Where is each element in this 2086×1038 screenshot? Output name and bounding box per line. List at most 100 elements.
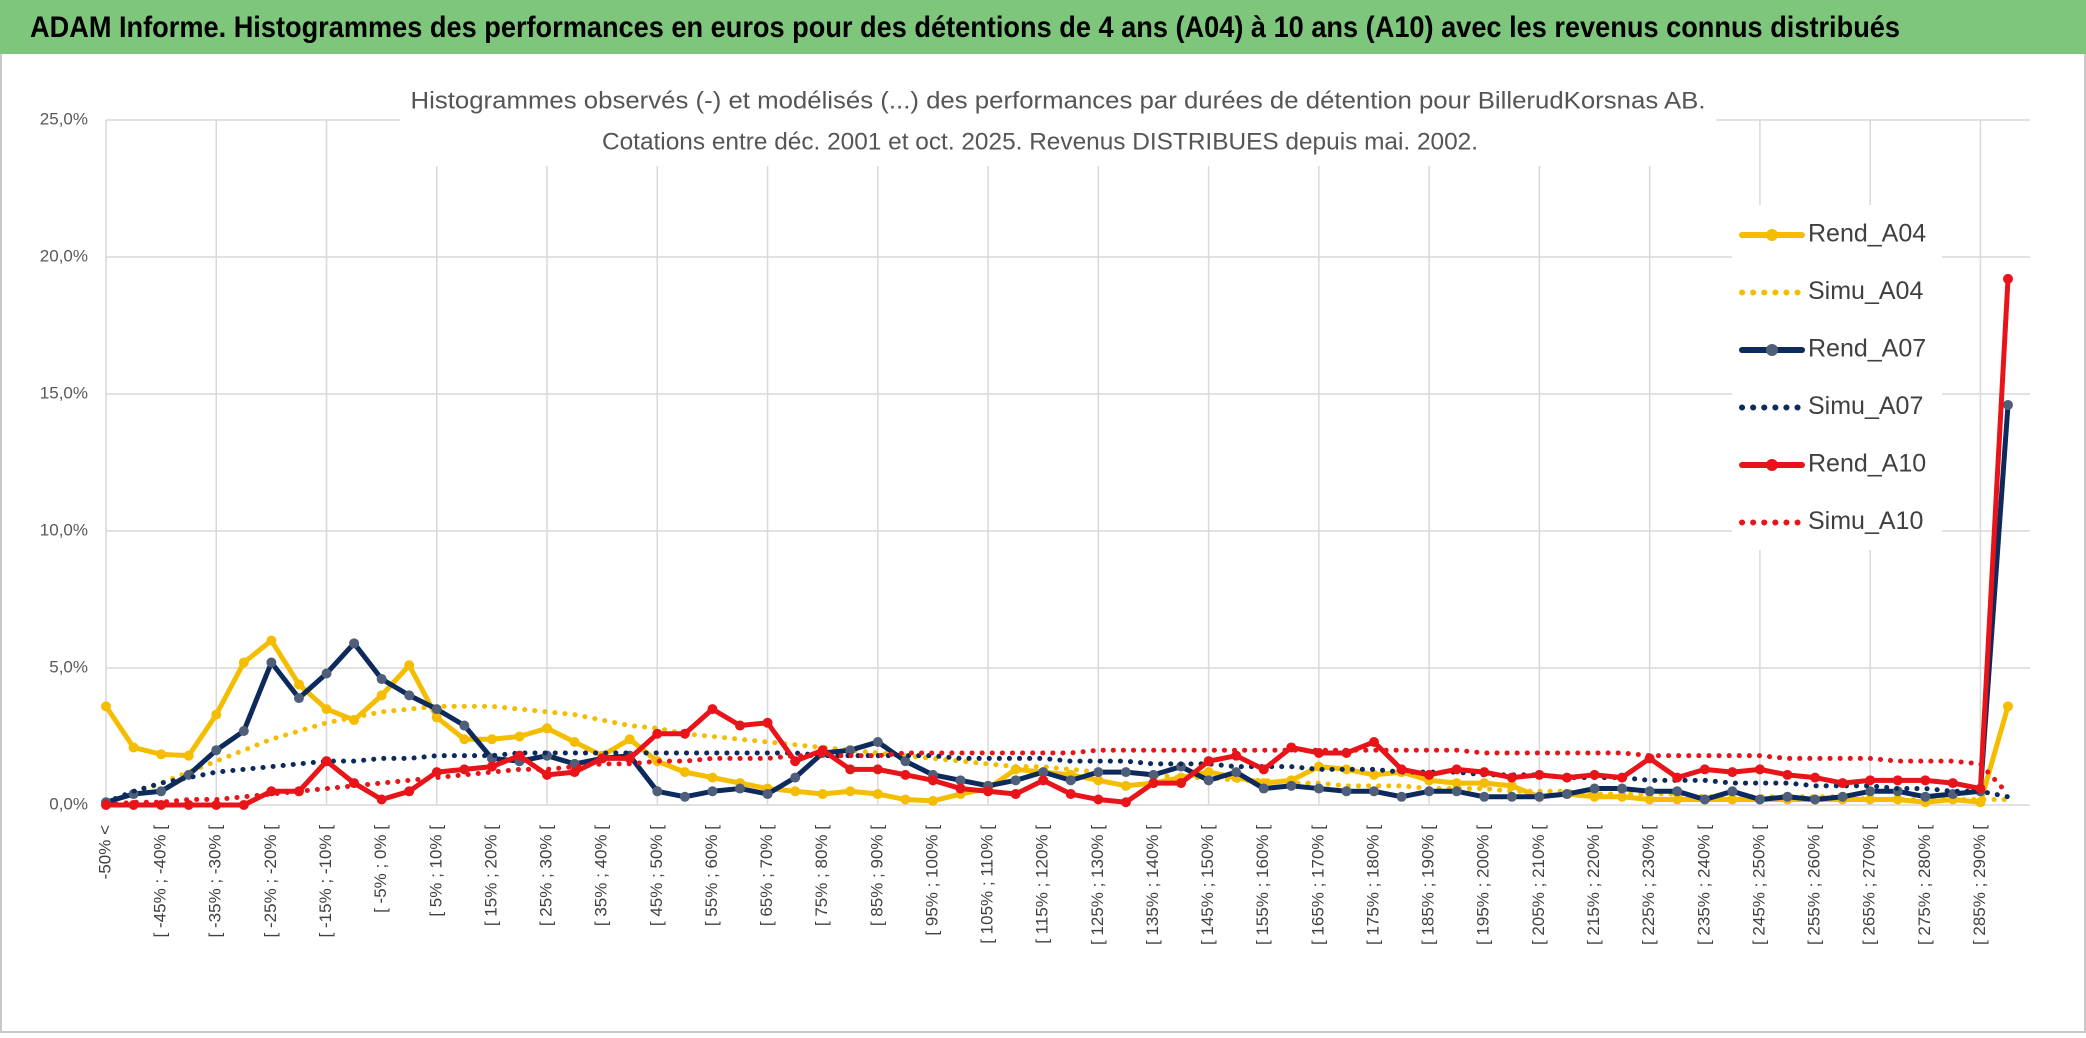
marker bbox=[1782, 791, 1793, 802]
observed-line bbox=[103, 638, 2011, 805]
marker bbox=[376, 794, 387, 805]
marker bbox=[1975, 783, 1986, 794]
marker bbox=[1038, 767, 1049, 778]
marker bbox=[927, 795, 938, 806]
marker bbox=[735, 720, 745, 731]
x-tick-label: [ 55% ; 60% [ bbox=[702, 825, 721, 926]
marker bbox=[1892, 794, 1903, 805]
marker bbox=[1617, 783, 1628, 794]
marker bbox=[542, 769, 553, 780]
marker bbox=[1534, 769, 1545, 780]
marker bbox=[321, 756, 332, 767]
marker bbox=[183, 750, 194, 761]
marker bbox=[679, 767, 690, 778]
marker bbox=[790, 786, 801, 797]
marker bbox=[211, 709, 222, 720]
x-tick-label: [ 235% ; 240% [ bbox=[1694, 825, 1713, 945]
marker bbox=[1892, 775, 1903, 786]
x-tick-label: [ 255% ; 260% [ bbox=[1805, 825, 1824, 945]
marker bbox=[431, 704, 442, 715]
legend-marker bbox=[1766, 459, 1778, 471]
marker bbox=[101, 701, 111, 712]
marker bbox=[1258, 764, 1269, 775]
marker bbox=[321, 704, 332, 715]
y-tick-label: 0,0% bbox=[49, 794, 88, 813]
chart-subtitle: Cotations entre déc. 2001 et oct. 2025. … bbox=[602, 128, 1478, 155]
marker bbox=[1258, 783, 1269, 794]
x-tick-label: [ 85% ; 90% [ bbox=[867, 825, 886, 926]
marker bbox=[266, 635, 277, 646]
marker bbox=[1341, 764, 1352, 775]
x-tick-label: [ 245% ; 250% [ bbox=[1749, 825, 1768, 945]
marker bbox=[1617, 772, 1628, 783]
marker bbox=[486, 734, 497, 745]
marker bbox=[872, 789, 883, 800]
marker bbox=[1837, 791, 1848, 802]
marker bbox=[1865, 794, 1876, 805]
model-line bbox=[103, 750, 2011, 805]
banner-title: ADAM Informe. Histogrammes des performan… bbox=[30, 11, 1900, 44]
x-tick-label: [ 105% ; 110% [ bbox=[978, 825, 997, 944]
marker bbox=[156, 786, 167, 797]
x-tick-label: -50% < bbox=[95, 825, 114, 879]
marker bbox=[1203, 756, 1214, 767]
x-tick-label: [ 95% ; 100% [ bbox=[922, 825, 941, 936]
legend-label: Rend_A07 bbox=[1808, 335, 1926, 363]
marker bbox=[1424, 769, 1435, 780]
y-tick-label: 5,0% bbox=[49, 657, 88, 676]
marker bbox=[1231, 767, 1242, 778]
marker bbox=[1093, 767, 1104, 778]
marker bbox=[1065, 789, 1076, 800]
marker bbox=[293, 679, 304, 690]
marker bbox=[1506, 772, 1517, 783]
chart-title: Histogrammes observés (-) et modélisés (… bbox=[411, 87, 1706, 114]
marker bbox=[790, 756, 801, 767]
marker bbox=[1644, 786, 1655, 797]
marker bbox=[1727, 767, 1738, 778]
marker bbox=[404, 660, 415, 671]
x-tick-label: [ 125% ; 130% [ bbox=[1088, 825, 1107, 945]
marker bbox=[652, 786, 663, 797]
marker bbox=[652, 728, 663, 739]
marker bbox=[1561, 789, 1572, 800]
marker bbox=[1231, 750, 1242, 761]
marker bbox=[1644, 794, 1655, 805]
marker bbox=[1561, 772, 1572, 783]
x-tick-label: [ -15% ; -10% [ bbox=[316, 825, 335, 938]
marker bbox=[707, 786, 718, 797]
marker bbox=[514, 750, 525, 761]
marker bbox=[1093, 775, 1104, 786]
marker bbox=[817, 789, 828, 800]
marker bbox=[900, 756, 911, 767]
marker bbox=[927, 775, 938, 786]
x-tick-label: [ -45% ; -40% [ bbox=[151, 825, 170, 938]
marker bbox=[1810, 772, 1821, 783]
marker bbox=[431, 712, 442, 723]
marker bbox=[1396, 764, 1407, 775]
marker bbox=[1341, 786, 1352, 797]
title-background bbox=[400, 80, 1716, 166]
marker bbox=[1672, 794, 1683, 805]
marker bbox=[845, 786, 856, 797]
x-tick-label: [ 205% ; 210% [ bbox=[1529, 825, 1548, 945]
plot: Rend_A04 Simu_A04 Rend_A07 Simu_A07 Rend_A10… bbox=[101, 205, 2013, 810]
marker bbox=[1451, 786, 1462, 797]
x-tick-label: [ 225% ; 230% [ bbox=[1639, 825, 1658, 945]
x-tick-label: [ 75% ; 80% [ bbox=[812, 825, 831, 926]
marker bbox=[1313, 783, 1324, 794]
marker bbox=[955, 775, 966, 786]
marker bbox=[1148, 769, 1159, 780]
marker bbox=[735, 783, 745, 794]
legend-marker bbox=[1766, 344, 1778, 356]
marker bbox=[2003, 273, 2013, 284]
marker bbox=[376, 673, 387, 684]
marker bbox=[1203, 775, 1214, 786]
x-tick-label: [ 15% ; 20% [ bbox=[481, 825, 500, 926]
marker bbox=[1947, 778, 1958, 789]
x-tick-label: [ 265% ; 270% [ bbox=[1860, 825, 1879, 945]
legend-label: Simu_A07 bbox=[1808, 392, 1923, 420]
y-tick-label: 20,0% bbox=[40, 246, 88, 265]
marker bbox=[1369, 786, 1379, 797]
marker bbox=[1699, 794, 1710, 805]
